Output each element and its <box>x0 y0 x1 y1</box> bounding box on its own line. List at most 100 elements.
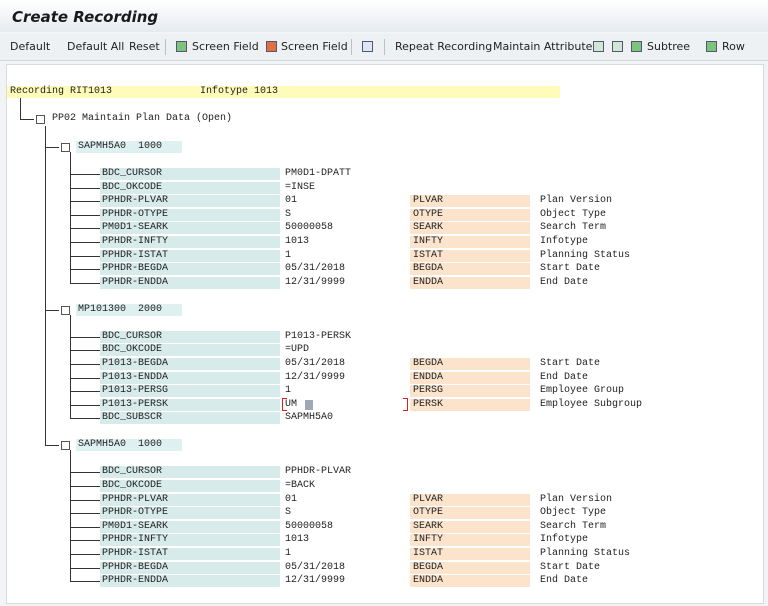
tree-line <box>70 554 100 555</box>
tree-line <box>20 98 21 120</box>
screen-program: SAPMH5A0 <box>78 439 127 451</box>
field-description: Object Type <box>540 208 607 220</box>
field-value: 1013 <box>285 534 310 546</box>
field-name-bg <box>100 344 280 357</box>
field-value: 1 <box>285 548 292 559</box>
icon <box>266 41 277 52</box>
tree-line <box>70 499 100 501</box>
window-title: Create Recording <box>12 8 159 26</box>
field-name-bg <box>100 236 280 248</box>
tree-line <box>70 314 71 420</box>
field-name-bg <box>100 222 280 235</box>
field-code-bg <box>410 371 530 384</box>
field-code: INFTY <box>413 534 444 546</box>
field-name-bg <box>100 249 280 262</box>
field-name-bg <box>100 534 280 547</box>
tree-line <box>70 377 100 379</box>
field-description: End Date <box>540 371 589 383</box>
field-name-bg <box>100 195 280 208</box>
field-value: 12/31/9999 <box>285 276 346 288</box>
field-description: Planning Status <box>540 249 631 261</box>
field-code: ENDDA <box>413 276 444 288</box>
field-description: Start Date <box>540 358 601 369</box>
field-code-bg <box>410 385 530 398</box>
field-value: SAPMH5A0 <box>285 412 334 424</box>
field-description: Employee Group <box>540 385 625 397</box>
toolbar-button[interactable]: Default <box>10 40 51 53</box>
field-name-bg <box>100 276 280 289</box>
field-name-bg <box>100 561 280 574</box>
field-name: BDC_OKCODE <box>102 344 163 356</box>
field-description: Object Type <box>540 507 607 519</box>
tree-line <box>70 391 100 393</box>
field-code: OTYPE <box>413 208 444 220</box>
field-description: End Date <box>540 276 589 288</box>
field-value: UM <box>285 398 298 410</box>
field-code-bg <box>410 534 530 547</box>
field-name: PPHDR-OTYPE <box>102 507 169 519</box>
node-icon <box>61 143 70 152</box>
field-description: Plan Version <box>540 493 613 505</box>
toolbar-button[interactable]: Default All <box>67 40 125 53</box>
field-code: INFTY <box>413 236 444 247</box>
screen-program: MP101300 <box>78 303 127 315</box>
toolbar-button[interactable]: Reset <box>129 40 160 53</box>
field-code-bg <box>410 398 530 411</box>
separator <box>384 39 385 55</box>
field-code: ENDDA <box>413 371 444 383</box>
field-code: PLVAR <box>413 493 444 505</box>
field-name-bg <box>100 507 280 520</box>
field-value: 1013 <box>285 236 310 247</box>
field-name: BDC_SUBSCR <box>102 412 163 424</box>
field-code: BEGDA <box>413 263 444 275</box>
field-code-bg <box>410 548 530 560</box>
field-name: PPHDR-PLVAR <box>102 493 169 505</box>
field-code: PLVAR <box>413 195 444 207</box>
field-code-bg <box>410 236 530 248</box>
field-name-bg <box>100 168 280 180</box>
toolbar-button[interactable]: Row <box>722 40 745 53</box>
field-name-bg <box>100 466 280 479</box>
tree-line <box>70 404 100 406</box>
field-description: End Date <box>540 575 589 587</box>
toolbar-button[interactable]: Subtree <box>647 40 691 53</box>
icon <box>612 41 623 52</box>
field-code-bg <box>410 493 530 506</box>
field-name-bg <box>100 371 280 384</box>
field-name: PPHDR-ENDDA <box>102 575 169 587</box>
field-code-bg <box>410 575 530 588</box>
toolbar-button[interactable]: Maintain Attributes <box>493 40 599 53</box>
icon <box>706 41 717 52</box>
field-value: =UPD <box>285 344 310 356</box>
tree-line <box>45 126 46 447</box>
field-code: ENDDA <box>413 575 444 587</box>
recording-bar <box>7 86 560 98</box>
screen-number: 2000 <box>138 303 163 315</box>
field-name-bg <box>100 520 280 533</box>
field-value: 50000058 <box>285 222 334 234</box>
field-code: SEARK <box>413 222 444 234</box>
field-name: BDC_CURSOR <box>102 168 163 179</box>
field-code: PERSK <box>413 398 444 410</box>
field-name-bg <box>100 398 280 411</box>
toolbar-button[interactable]: Screen Field <box>192 40 259 53</box>
field-name-bg <box>100 548 280 560</box>
field-value: PPHDR-PLVAR <box>285 466 352 478</box>
field-name-bg <box>100 480 280 492</box>
screen-number: 1000 <box>138 439 163 451</box>
tree-line <box>70 526 100 528</box>
field-name: PPHDR-BEGDA <box>102 561 169 573</box>
field-value: S <box>285 208 292 220</box>
toolbar-button[interactable]: Repeat Recording <box>395 40 493 53</box>
field-code-bg <box>410 263 530 276</box>
field-code-bg <box>410 520 530 533</box>
tree-line <box>70 201 100 203</box>
field-name: PPHDR-OTYPE <box>102 208 169 220</box>
screen-number: 1000 <box>138 141 163 152</box>
toolbar-button[interactable]: Screen Field <box>281 40 348 53</box>
field-value: =INSE <box>285 181 316 193</box>
tree-line <box>70 364 100 365</box>
tree-line <box>70 486 100 487</box>
field-code-bg <box>410 195 530 208</box>
recording-infotype: Infotype 1013 <box>200 86 279 97</box>
